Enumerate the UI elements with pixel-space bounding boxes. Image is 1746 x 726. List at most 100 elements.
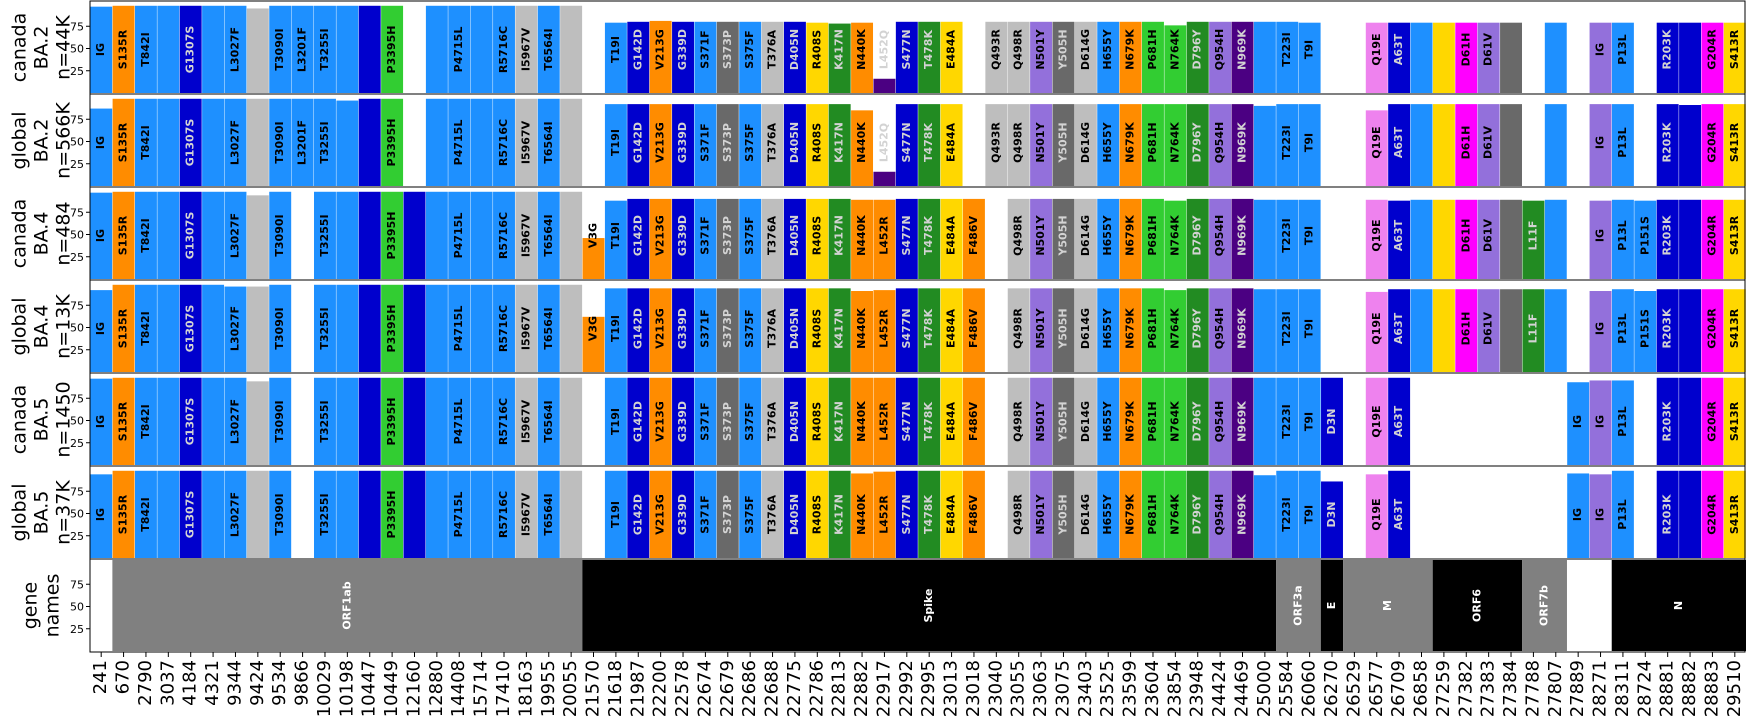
frequency-bar: [179, 191, 202, 279]
mutation-label: D61H: [1459, 126, 1472, 160]
mutation-label: D614G: [1079, 29, 1092, 70]
mutation-label: P13L: [1616, 220, 1629, 250]
mutation-label: P4715L: [452, 27, 465, 73]
frequency-bar: [1231, 377, 1254, 465]
frequency-bar: [604, 200, 627, 279]
y-tick-label: 25: [70, 437, 84, 450]
frequency-bar: [1298, 22, 1321, 93]
frequency-bar: [1298, 289, 1321, 372]
mutation-label: S477N: [900, 494, 913, 534]
frequency-bar: [962, 470, 985, 558]
frequency-bar: [358, 98, 381, 186]
frequency-bar: [560, 98, 583, 186]
mutation-label: N440K: [855, 122, 868, 163]
frequency-bar: [470, 191, 493, 279]
frequency-bar: [828, 470, 851, 558]
gene-name-label: ORF3a: [1291, 585, 1304, 625]
y-tick-label: 25: [70, 623, 84, 636]
panel: IG S135R T842I G1307S L3027F T3090I L3201F T325…: [90, 98, 1746, 186]
frequency-bar: [1074, 104, 1097, 186]
y-tick-label: 50: [70, 601, 84, 614]
frequency-bar: [314, 284, 336, 372]
frequency-bar: [112, 5, 135, 94]
x-tick-label: 23604: [1142, 660, 1163, 717]
frequency-bar: [1589, 474, 1612, 558]
frequency-bar: [672, 198, 694, 279]
frequency-bar: [224, 286, 247, 372]
frequency-bar: [157, 377, 180, 465]
frequency-bar: [246, 470, 269, 558]
mutation-label: L452R: [877, 309, 890, 348]
x-tick-label: 23013: [941, 660, 962, 717]
frequency-bar: [1701, 199, 1724, 279]
mutation-label: L3027F: [228, 213, 241, 258]
mutation-label: D614G: [1079, 401, 1092, 442]
mutation-label: Q493R: [989, 29, 1002, 70]
mutation-label: S373P: [721, 30, 734, 69]
frequency-bar: [1209, 104, 1232, 186]
mutation-label: N764K: [1168, 29, 1181, 70]
frequency-bar: [1455, 22, 1478, 93]
frequency-bar: [1611, 289, 1634, 372]
frequency-bar: [649, 104, 672, 186]
frequency-bar: [1500, 22, 1522, 93]
mutation-label: G339D: [676, 215, 689, 256]
gene-panel: ORF1ab Spike ORF3a E M ORF6 ORF7b N: [112, 560, 1746, 651]
mutation-label: S373P: [721, 495, 734, 534]
mutation-label: D61V: [1482, 312, 1495, 345]
x-tick-label: 23055: [1008, 660, 1029, 717]
mutation-label: Q498R: [1012, 401, 1025, 442]
frequency-bar: [716, 104, 739, 186]
frequency-bar: [918, 470, 941, 558]
mutation-label: N501Y: [1034, 121, 1047, 162]
frequency-bar: [627, 470, 650, 558]
mutation-label: N440K: [855, 494, 868, 535]
frequency-bar: [716, 377, 739, 465]
frequency-bar: [1723, 22, 1746, 93]
frequency-bar: [1097, 377, 1120, 465]
frequency-bar: [783, 470, 806, 558]
mutation-label: G1307S: [184, 119, 197, 167]
x-tick-label: 25584: [1276, 660, 1297, 717]
frequency-bar: [358, 284, 381, 372]
mutation-label: S135R: [117, 308, 130, 348]
frequency-bar: [1164, 104, 1187, 186]
mutation-label: S373P: [721, 216, 734, 255]
frequency-bar: [179, 284, 202, 372]
mutation-label: N764K: [1168, 494, 1181, 535]
frequency-bar: [314, 98, 336, 186]
frequency-bar: [1701, 104, 1724, 186]
x-tick-label: 22674: [694, 660, 715, 717]
mutation-label: T842I: [139, 497, 152, 532]
frequency-bar: [157, 470, 180, 558]
frequency-bar: [157, 5, 180, 94]
x-tick-label: 9424: [247, 660, 268, 706]
mutation-label: R5716C: [497, 305, 510, 352]
mutation-label: T842I: [139, 404, 152, 439]
frequency-bar: [246, 286, 269, 372]
mutation-label: T223I: [1280, 311, 1293, 346]
mutation-label: S375F: [743, 309, 756, 347]
frequency-bar: [895, 21, 918, 93]
frequency-bar: [1186, 21, 1209, 93]
frequency-bar: [1455, 289, 1478, 372]
x-tick-label: 22686: [739, 660, 760, 717]
frequency-bar: [358, 377, 381, 465]
frequency-bar: [1231, 288, 1254, 372]
gene-block: [582, 560, 1277, 651]
x-tick-label: 22679: [717, 660, 738, 717]
frequency-bar: [1052, 288, 1075, 372]
x-tick-label: 10198: [336, 660, 357, 717]
frequency-bar: [1723, 377, 1746, 465]
frequency-bar: [806, 198, 829, 279]
x-tick-label: 27382: [1455, 660, 1476, 717]
frequency-bar: [1321, 377, 1343, 465]
mutation-label: P681H: [1146, 401, 1159, 441]
mutation-label: IG: [1594, 136, 1607, 149]
frequency-bar: [783, 21, 806, 93]
mutation-label: T3090I: [273, 400, 286, 442]
frequency-bar: [694, 198, 717, 279]
frequency-bar: [1365, 291, 1388, 372]
frequency-bar: [694, 377, 717, 465]
mutation-label: E484A: [945, 30, 958, 69]
